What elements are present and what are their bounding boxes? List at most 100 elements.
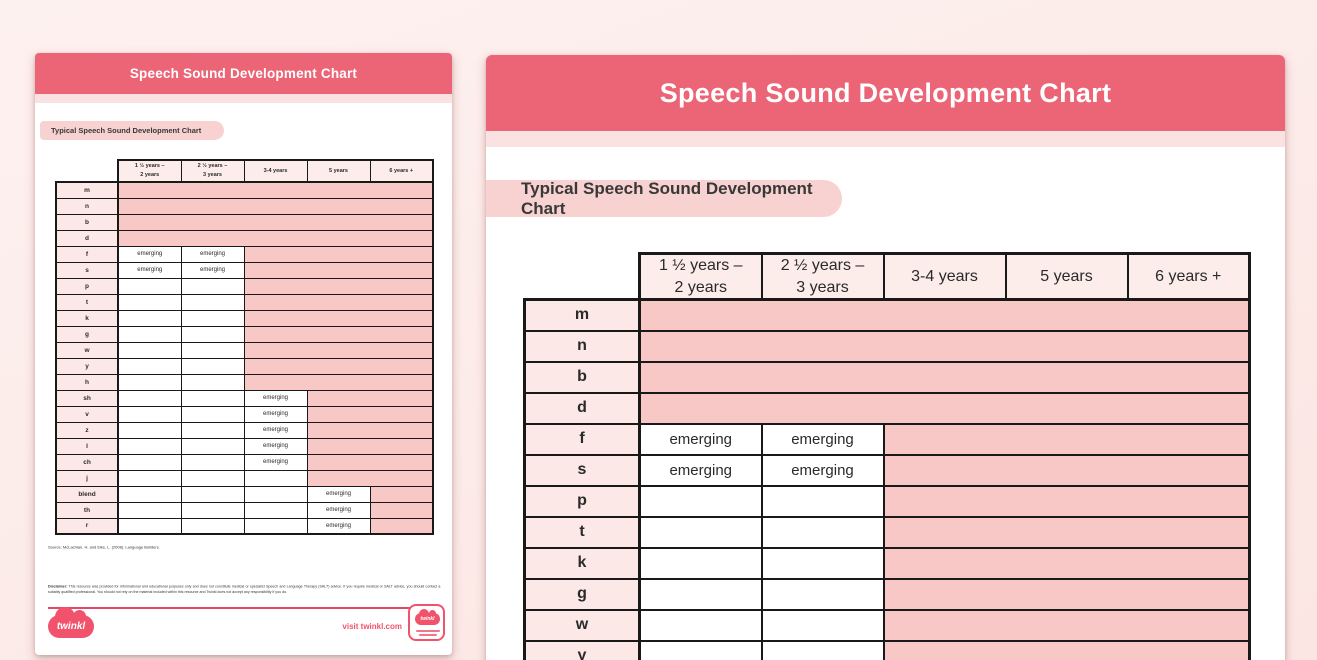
empty-cell — [760, 515, 885, 549]
document-page-thumbnail: Speech Sound Development Chart Typical S… — [35, 53, 452, 655]
acquired-cell — [882, 608, 1251, 642]
emerging-cell: emerging — [760, 422, 885, 456]
acquired-cell — [306, 389, 434, 407]
empty-cell — [638, 484, 763, 518]
emerging-cell: emerging — [180, 245, 245, 263]
empty-cell — [117, 517, 182, 535]
acquired-cell — [882, 515, 1251, 549]
empty-cell — [180, 405, 245, 423]
sound-label: k — [55, 309, 119, 327]
twinkl-quality-badge: twinkl — [408, 604, 445, 641]
age-column-header: 5 years — [1004, 251, 1129, 302]
corner-spacer — [56, 160, 118, 182]
sound-label: f — [55, 245, 119, 263]
sound-label: b — [55, 213, 119, 231]
empty-cell — [180, 277, 245, 295]
development-table-small: 1 ½ years –2 years 2 ½ years –3 years 3-4 … — [55, 159, 434, 535]
empty-cell — [117, 405, 182, 423]
sound-label: t — [523, 515, 641, 549]
empty-cell — [117, 421, 182, 439]
sound-label: sh — [55, 389, 119, 407]
twinkl-logo-text: twinkl — [56, 621, 86, 632]
visit-twinkl-link: visit twinkl.com — [342, 622, 402, 631]
section-heading-pill: Typical Speech Sound Development Chart — [40, 121, 224, 140]
emerging-cell: emerging — [243, 437, 308, 455]
emerging-cell: emerging — [243, 421, 308, 439]
sound-label: blend — [55, 485, 119, 503]
age-column-header: 1 ½ years –2 years — [117, 159, 182, 183]
speech-sound-table: 1 ½ years –2 years 2 ½ years –3 years 3-4 … — [523, 251, 1251, 660]
sound-label: y — [55, 357, 119, 375]
badge-cloud-icon: twinkl — [415, 609, 440, 625]
acquired-cell — [243, 373, 434, 391]
section-heading-pill: Typical Speech Sound Development Chart — [486, 179, 842, 218]
emerging-cell: emerging — [243, 405, 308, 423]
age-column-header: 1 ½ years –2 years — [638, 251, 763, 302]
empty-cell — [117, 437, 182, 455]
empty-cell — [117, 373, 182, 391]
sound-label: l — [55, 437, 119, 455]
acquired-cell — [243, 261, 434, 279]
age-column-header: 2 ½ years –3 years — [760, 251, 885, 302]
empty-cell — [243, 469, 308, 487]
document-title: Speech Sound Development Chart — [659, 77, 1112, 108]
empty-cell — [117, 293, 182, 311]
acquired-cell — [638, 298, 1251, 332]
empty-cell — [180, 485, 245, 503]
empty-cell — [638, 608, 763, 642]
empty-cell — [117, 389, 182, 407]
sound-label: n — [523, 329, 641, 363]
sound-label: p — [55, 277, 119, 295]
acquired-cell — [369, 485, 434, 503]
acquired-cell — [369, 501, 434, 519]
disclaimer-label: Disclaimer: — [48, 584, 68, 589]
speech-sound-table: 1 ½ years –2 years 2 ½ years –3 years 3-4 … — [55, 159, 434, 535]
age-column-header: 3-4 years — [243, 159, 308, 183]
empty-cell — [117, 501, 182, 519]
empty-cell — [180, 325, 245, 343]
empty-cell — [243, 517, 308, 535]
acquired-cell — [243, 309, 434, 327]
acquired-cell — [243, 325, 434, 343]
acquired-cell — [882, 577, 1251, 611]
acquired-cell — [882, 422, 1251, 456]
emerging-cell: emerging — [306, 485, 371, 503]
empty-cell — [117, 325, 182, 343]
development-table-large: 1 ½ years –2 years 2 ½ years –3 years 3-4 … — [523, 251, 1251, 660]
empty-cell — [180, 373, 245, 391]
empty-cell — [117, 341, 182, 359]
acquired-cell — [306, 405, 434, 423]
badge-decor-line — [419, 634, 437, 636]
acquired-cell — [882, 546, 1251, 580]
age-column-header: 2 ½ years –3 years — [180, 159, 245, 183]
empty-cell — [180, 421, 245, 439]
acquired-cell — [882, 639, 1251, 660]
empty-cell — [638, 515, 763, 549]
sound-label: s — [523, 453, 641, 487]
sound-label: d — [523, 391, 641, 425]
sound-label: j — [55, 469, 119, 487]
empty-cell — [180, 293, 245, 311]
document-title-bar: Speech Sound Development Chart — [486, 55, 1285, 131]
twinkl-logo: twinkl — [48, 607, 94, 638]
acquired-cell — [306, 421, 434, 439]
acquired-cell — [243, 293, 434, 311]
emerging-cell: emerging — [117, 245, 182, 263]
emerging-cell: emerging — [243, 453, 308, 471]
sound-label: m — [55, 181, 119, 199]
emerging-cell: emerging — [243, 389, 308, 407]
empty-cell — [180, 469, 245, 487]
sound-label: d — [55, 229, 119, 247]
acquired-cell — [638, 391, 1251, 425]
acquired-cell — [306, 437, 434, 455]
empty-cell — [638, 639, 763, 660]
empty-cell — [180, 341, 245, 359]
empty-cell — [180, 309, 245, 327]
sound-label: w — [55, 341, 119, 359]
empty-cell — [180, 501, 245, 519]
sound-label: b — [523, 360, 641, 394]
acquired-cell — [243, 277, 434, 295]
age-column-header: 6 years + — [1126, 251, 1251, 302]
empty-cell — [638, 577, 763, 611]
empty-cell — [180, 437, 245, 455]
